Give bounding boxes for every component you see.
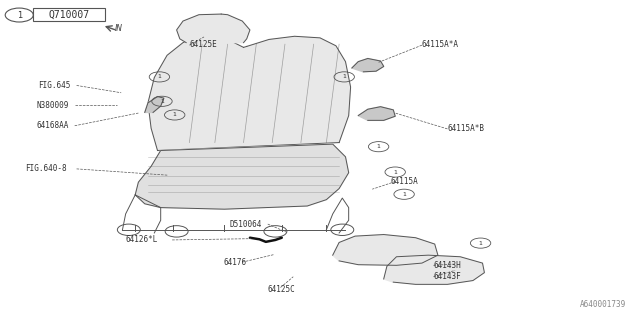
Text: 64143H: 64143H — [433, 261, 461, 270]
Text: D510064: D510064 — [230, 220, 262, 228]
Text: 64125E: 64125E — [189, 40, 217, 49]
Text: 1: 1 — [377, 144, 381, 149]
FancyBboxPatch shape — [33, 8, 104, 21]
Text: Q710007: Q710007 — [49, 9, 90, 20]
Text: FIG.645: FIG.645 — [38, 81, 71, 90]
Text: 1: 1 — [402, 192, 406, 197]
Text: N380009: N380009 — [36, 101, 69, 110]
Text: 1: 1 — [157, 74, 161, 79]
Text: IN: IN — [115, 24, 123, 33]
Text: 64168AA: 64168AA — [36, 121, 69, 130]
Text: 64176: 64176 — [223, 258, 246, 267]
Text: 64115A: 64115A — [390, 177, 418, 186]
Text: 64126*L: 64126*L — [125, 236, 158, 244]
Text: 64115A*A: 64115A*A — [422, 40, 459, 49]
Polygon shape — [333, 235, 438, 265]
Text: 1: 1 — [173, 112, 177, 117]
Polygon shape — [177, 14, 250, 43]
Text: 64143F: 64143F — [433, 272, 461, 281]
Polygon shape — [145, 97, 164, 112]
Polygon shape — [358, 107, 395, 120]
Text: 1: 1 — [160, 99, 164, 104]
Text: 1: 1 — [17, 11, 22, 20]
Polygon shape — [148, 36, 351, 150]
Text: 1: 1 — [393, 170, 397, 174]
Text: 64115A*B: 64115A*B — [447, 124, 484, 133]
Polygon shape — [384, 255, 484, 284]
Text: 64125C: 64125C — [268, 285, 296, 294]
Text: FIG.640-8: FIG.640-8 — [26, 164, 67, 173]
Polygon shape — [135, 144, 349, 209]
Text: A640001739: A640001739 — [580, 300, 626, 309]
Polygon shape — [352, 59, 384, 72]
Text: 1: 1 — [479, 241, 483, 246]
Text: 1: 1 — [342, 74, 346, 79]
